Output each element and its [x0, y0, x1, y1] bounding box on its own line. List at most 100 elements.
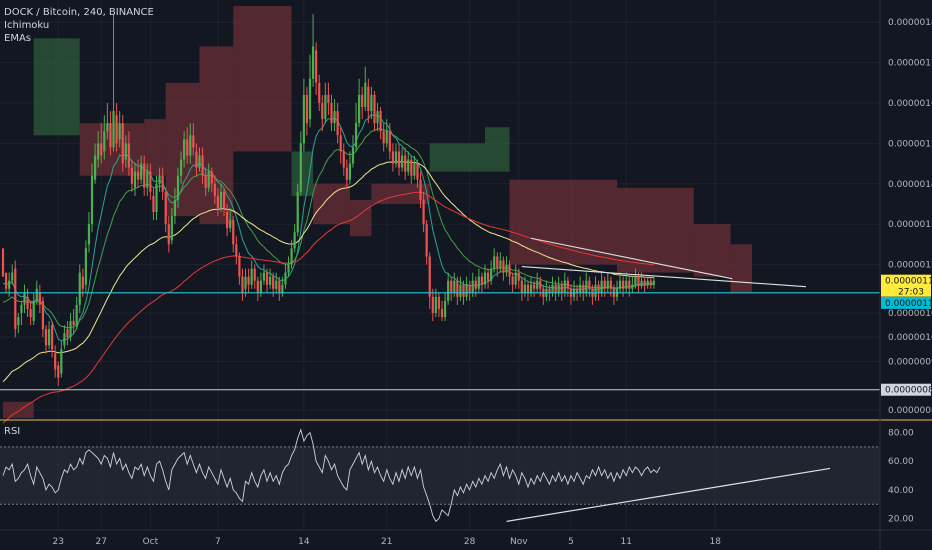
price-tick-label: 0.00000150: [888, 139, 932, 149]
indicator-emas-label[interactable]: EMAs: [4, 33, 31, 44]
ema-slow-line: [2, 161, 654, 383]
candle: [456, 276, 459, 305]
candle: [474, 276, 477, 297]
price-tick-label: 0.00000108: [888, 309, 932, 319]
candle: [345, 159, 348, 188]
ichimoku-cloud: [3, 6, 753, 418]
candle: [468, 280, 471, 301]
candle: [483, 264, 487, 289]
candle: [606, 272, 609, 293]
candle: [265, 268, 269, 293]
price-tick-label: 0.00000102: [888, 333, 932, 343]
candle: [348, 151, 352, 184]
candle: [554, 280, 557, 301]
candle: [397, 143, 401, 176]
candle: [109, 111, 112, 156]
indicator-ichimoku-label[interactable]: Ichimoku: [4, 20, 50, 31]
candle: [315, 42, 318, 95]
cloud-block-3: [79, 123, 145, 176]
candle: [579, 276, 582, 297]
candle: [327, 82, 330, 116]
candle: [339, 127, 342, 164]
candle: [103, 115, 106, 160]
candle: [652, 276, 655, 289]
cloud-block-2: [52, 38, 80, 136]
countdown-tag: 27:03: [881, 285, 931, 298]
time-tick-label: 18: [710, 537, 722, 547]
time-tick-label: 14: [298, 537, 310, 547]
candle: [533, 280, 536, 297]
candle: [502, 256, 505, 281]
candle: [351, 135, 355, 168]
cloud-block-13: [484, 127, 510, 172]
time-tick-label: 28: [464, 537, 476, 547]
candle: [609, 276, 612, 297]
candle: [256, 276, 259, 301]
candle: [115, 102, 118, 152]
candle: [29, 300, 32, 326]
cloud-block-5: [165, 82, 200, 217]
candle: [161, 167, 164, 200]
candle: [477, 268, 480, 293]
candle: [391, 143, 394, 172]
candle: [373, 90, 376, 132]
candle: [367, 78, 370, 124]
candle: [238, 252, 241, 285]
candle: [425, 220, 428, 265]
symbol-title[interactable]: DOCK / Bitcoin, 240, BINANCE: [4, 7, 154, 18]
candle: [499, 252, 502, 273]
trendlines: [521, 237, 806, 288]
candle: [490, 260, 493, 285]
candle: [219, 183, 223, 213]
svg-text:0.00000116: 0.00000116: [885, 277, 932, 287]
candle: [299, 131, 302, 196]
candle: [54, 345, 57, 378]
time-tick-label: 7: [215, 537, 221, 547]
candle: [133, 163, 137, 196]
candle: [330, 94, 333, 132]
candle: [262, 264, 266, 285]
candle: [302, 78, 305, 152]
candle: [428, 252, 431, 309]
candle: [78, 264, 81, 313]
candle: [216, 187, 219, 217]
candle: [394, 143, 398, 168]
candle: [440, 300, 444, 322]
candle: [646, 276, 649, 289]
candle: [112, 14, 115, 152]
price-tick-label: 0.00000140: [888, 180, 932, 190]
trendline-0[interactable]: [521, 265, 806, 288]
cloud-block-1: [33, 38, 53, 136]
candle: [57, 361, 60, 386]
candle: [81, 268, 84, 297]
candle: [385, 119, 388, 148]
ema-lines: [2, 113, 654, 424]
candle: [364, 66, 367, 112]
candle: [379, 107, 382, 140]
rsi-trendline[interactable]: [506, 467, 831, 522]
candle: [649, 276, 652, 289]
candle: [130, 159, 134, 192]
trendline-1[interactable]: [530, 237, 733, 280]
candle: [419, 171, 422, 208]
candle: [11, 264, 14, 285]
candle: [204, 167, 207, 196]
candle: [603, 276, 606, 297]
current-price-tag: 0.00000116: [881, 274, 932, 287]
candle: [311, 14, 315, 87]
rsi-panel-label[interactable]: RSI: [4, 426, 21, 437]
candle: [631, 276, 634, 293]
candle: [628, 276, 631, 297]
candle: [149, 163, 152, 200]
candle: [275, 272, 278, 293]
candle: [416, 159, 419, 188]
candle: [244, 268, 247, 297]
candle: [84, 240, 87, 293]
candle: [480, 272, 484, 293]
cloud-block-6: [199, 46, 234, 225]
price-tick-label: 0.00000170: [888, 59, 932, 69]
time-tick-label: Nov: [510, 537, 528, 547]
horizontal-levels: [0, 292, 932, 421]
candle: [94, 143, 97, 184]
